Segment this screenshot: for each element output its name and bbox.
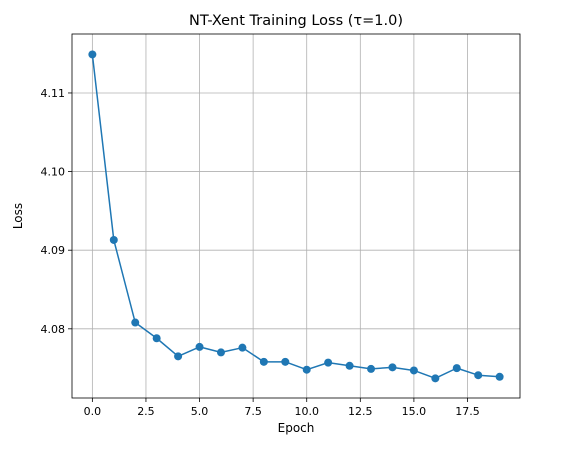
x-tick-label: 5.0 (191, 405, 209, 418)
data-point (216, 348, 225, 357)
x-axis-label: Epoch (278, 421, 315, 435)
data-point (495, 372, 504, 381)
x-tick-label: 10.0 (294, 405, 319, 418)
data-point (259, 357, 268, 366)
y-axis-label: Loss (11, 203, 25, 229)
data-point (324, 358, 333, 367)
y-tick-label: 4.09 (41, 244, 66, 257)
y-tick-label: 4.10 (41, 166, 66, 179)
y-tick-label: 4.11 (41, 87, 66, 100)
plot-frame (71, 33, 521, 399)
data-point (431, 374, 440, 383)
data-point (474, 371, 483, 380)
data-point (238, 343, 247, 352)
data-point (388, 363, 397, 372)
x-tick-label: 7.5 (244, 405, 262, 418)
x-tick-label: 2.5 (137, 405, 155, 418)
x-tick-label: 17.5 (455, 405, 480, 418)
ticks: 0.0 2.5 5.0 7.5 10.0 12.5 15.0 17.5 4.08 4.09 4.10… (41, 87, 480, 418)
y-tick-label: 4.08 (41, 323, 66, 336)
data-point (174, 352, 183, 361)
series-layer (88, 50, 504, 383)
data-point (452, 364, 461, 373)
data-point (109, 235, 118, 244)
data-point (131, 318, 140, 327)
grid (72, 34, 520, 398)
data-point (345, 361, 354, 370)
x-tick-label: 0.0 (84, 405, 102, 418)
data-point (152, 334, 161, 343)
data-point (302, 365, 311, 374)
data-point (367, 364, 376, 373)
x-tick-label: 12.5 (348, 405, 373, 418)
chart-title: NT-Xent Training Loss (τ=1.0) (189, 13, 403, 29)
data-point (88, 50, 97, 59)
data-point (281, 357, 290, 366)
data-point (409, 366, 418, 375)
x-tick-label: 15.0 (402, 405, 427, 418)
data-point (195, 342, 204, 351)
